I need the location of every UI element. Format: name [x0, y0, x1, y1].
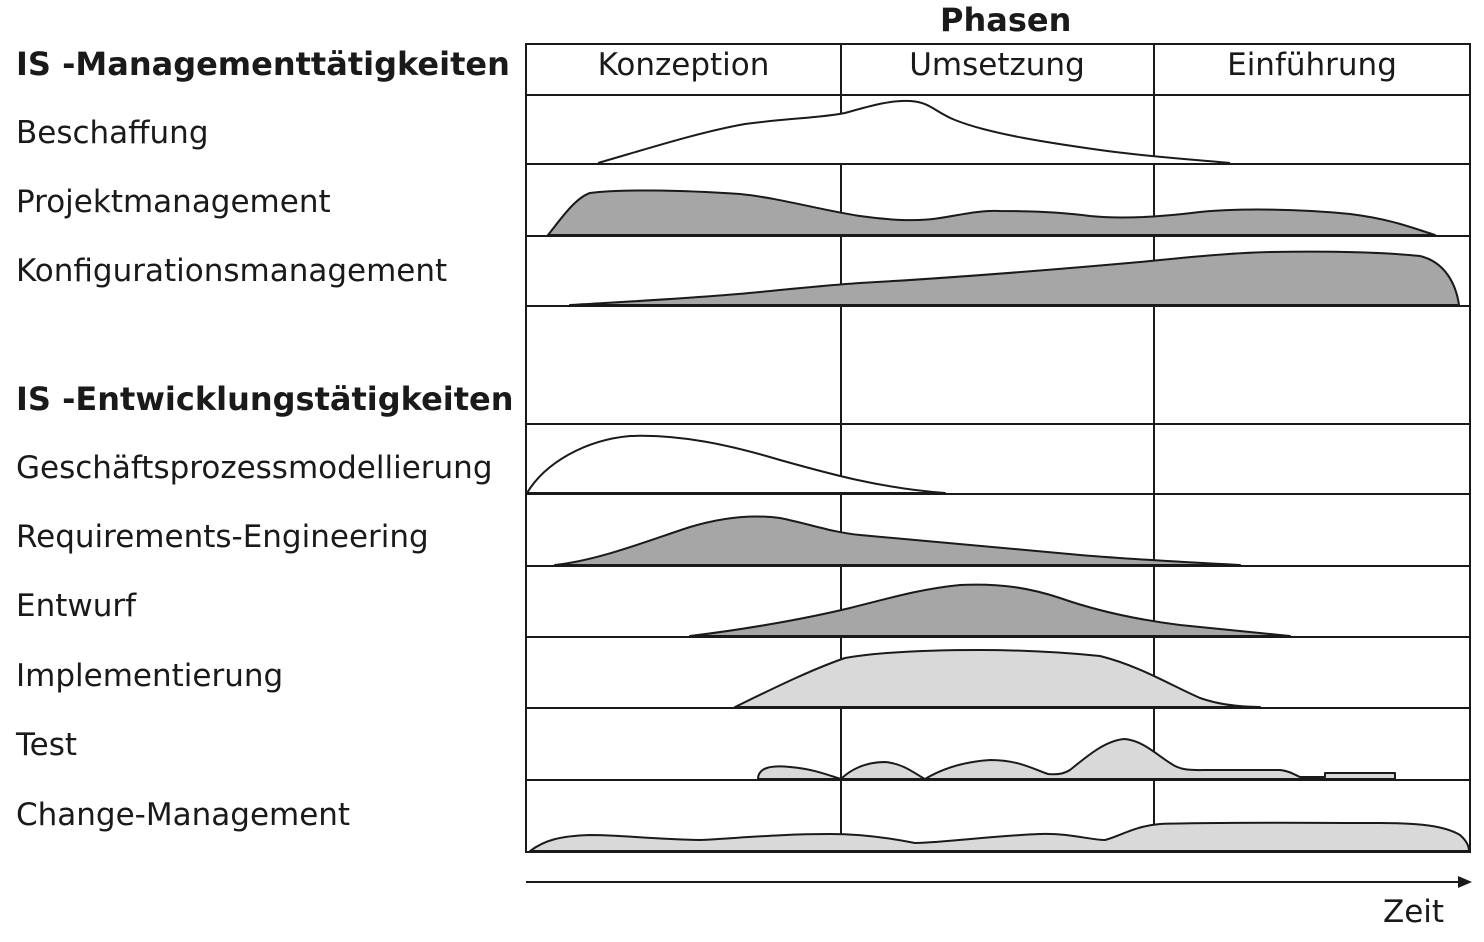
curve-konfigurationsmanagement: [569, 250, 1460, 306]
activity-projektmanagement: Projektmanagement: [16, 184, 331, 220]
activity-implementierung: Implementierung: [16, 658, 284, 694]
curve-projektmanagement: [547, 189, 1436, 236]
time-axis-label: Zeit: [1383, 894, 1445, 930]
curve-beschaffung: [597, 99, 1231, 164]
phase-umsetzung: Umsetzung: [909, 47, 1085, 83]
curve-test: [757, 738, 1396, 780]
curve-geschaeftsprozessmodellierung: [526, 434, 946, 494]
curve-change-management: [529, 821, 1470, 852]
phase-einfuehrung: Einführung: [1227, 47, 1397, 83]
time-axis-arrowhead: [1458, 876, 1472, 888]
heading-entwicklung: IS -Entwicklungstätigkeiten: [16, 380, 514, 418]
heading-management: IS -Managementtätigkeiten: [16, 45, 510, 83]
activity-geschaeftsprozessmodellierung: Geschäftsprozessmodellierung: [16, 450, 493, 486]
phases-title: Phasen: [940, 1, 1072, 39]
curve-implementierung: [734, 649, 1261, 708]
activity-beschaffung: Beschaffung: [16, 115, 209, 151]
curve-entwurf: [689, 583, 1291, 637]
activity-konfigurationsmanagement: Konfigurationsmanagement: [16, 253, 448, 289]
time-axis: [526, 876, 1472, 888]
phase-konzeption: Konzeption: [597, 47, 770, 83]
activity-entwurf: Entwurf: [16, 588, 137, 624]
activity-change-management: Change-Management: [16, 797, 351, 833]
activity-test: Test: [16, 727, 78, 763]
activity-requirements-engineering: Requirements-Engineering: [16, 519, 429, 555]
curve-requirements-engineering: [554, 515, 1241, 566]
